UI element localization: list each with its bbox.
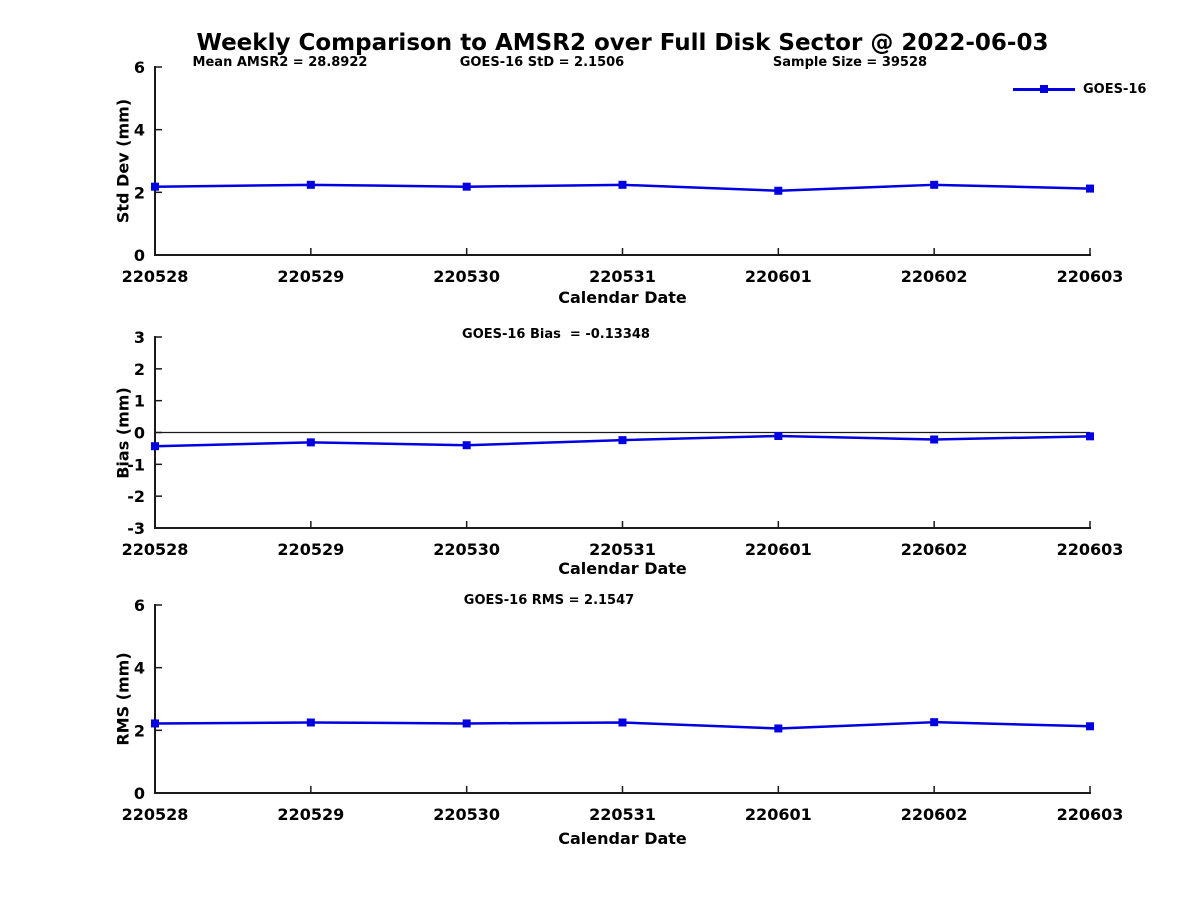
x-tick-label: 220602 <box>901 805 968 824</box>
y-tick-label: 0 <box>134 424 145 443</box>
annotation-goes16-bias: GOES-16 Bias = -0.13348 <box>462 327 650 342</box>
y-tick-label: 6 <box>134 58 145 77</box>
x-tick-label: 220602 <box>901 267 968 286</box>
y-tick-label: 0 <box>134 784 145 803</box>
data-marker-220530 <box>462 719 471 728</box>
xlabel-calendar-date-1: Calendar Date <box>558 288 687 307</box>
data-marker-220529 <box>306 718 315 727</box>
x-tick-label: 220531 <box>589 805 656 824</box>
x-tick-label: 220528 <box>122 267 189 286</box>
y-tick-label: 2 <box>134 721 145 740</box>
data-marker-220531 <box>618 718 627 727</box>
data-marker-220601 <box>774 186 783 195</box>
x-tick-label: 220528 <box>122 540 189 559</box>
x-tick-label: 220603 <box>1057 540 1124 559</box>
y-tick-label: -2 <box>127 487 145 506</box>
data-marker-220529 <box>306 180 315 189</box>
annotation-goes16-std: GOES-16 StD = 2.1506 <box>459 55 625 70</box>
y-tick-label: 2 <box>134 360 145 379</box>
y-tick-label: -1 <box>127 455 145 474</box>
x-tick-label: 220528 <box>122 805 189 824</box>
x-tick-label: 220531 <box>589 540 656 559</box>
legend: GOES-16 <box>1013 79 1146 99</box>
annotation-mean-amsr2: Mean AMSR2 = 28.8922 <box>192 55 368 70</box>
y-tick-label: 2 <box>134 183 145 202</box>
data-marker-220528 <box>151 719 159 728</box>
data-marker-220528 <box>151 182 159 191</box>
x-tick-label: 220603 <box>1057 267 1124 286</box>
data-marker-220530 <box>462 441 471 450</box>
annotation-sample-size: Sample Size = 39528 <box>772 55 928 70</box>
x-tick-label: 220601 <box>745 540 812 559</box>
xlabel-calendar-date-2: Calendar Date <box>558 559 687 578</box>
subplot-bias: -3 -2 -1 0 1 2 3 220528 220529 220530 220531 220601… <box>122 328 1124 559</box>
y-tick-label: 0 <box>134 246 145 265</box>
data-marker-220528 <box>151 442 159 451</box>
data-marker-220602 <box>930 435 939 444</box>
y-tick-label: 4 <box>134 121 145 140</box>
x-tick-label: 220603 <box>1057 805 1124 824</box>
x-tick-label: 220530 <box>433 267 500 286</box>
x-tick-label: 220530 <box>433 540 500 559</box>
subplot-rms: 0 2 4 6 220528 220529 220530 220531 220601 220602… <box>122 596 1124 824</box>
legend-label-goes16: GOES-16 <box>1083 81 1147 97</box>
data-marker-220601 <box>774 724 783 733</box>
x-tick-label: 220531 <box>589 267 656 286</box>
y-tick-label: 6 <box>134 596 145 615</box>
annotation-goes16-rms: GOES-16 RMS = 2.1547 <box>463 593 635 608</box>
data-marker-220603 <box>1086 722 1094 731</box>
data-marker-220603 <box>1086 184 1094 193</box>
data-marker-220602 <box>930 718 939 727</box>
xlabel-calendar-date-3: Calendar Date <box>558 829 687 848</box>
x-tick-label: 220602 <box>901 540 968 559</box>
y-tick-label: 3 <box>134 328 145 347</box>
x-tick-label: 220529 <box>277 805 344 824</box>
data-marker-220603 <box>1086 432 1094 441</box>
y-tick-label: 4 <box>134 659 145 678</box>
y-tick-label: 1 <box>134 392 145 411</box>
x-tick-label: 220601 <box>745 267 812 286</box>
data-marker-220531 <box>618 180 627 189</box>
figure-title: Weekly Comparison to AMSR2 over Full Dis… <box>196 30 1049 56</box>
data-marker-220601 <box>774 432 783 441</box>
data-marker-220531 <box>618 436 627 445</box>
data-marker-220529 <box>306 438 315 447</box>
legend-square-marker-icon <box>1040 85 1048 93</box>
data-marker-220602 <box>930 180 939 189</box>
x-tick-label: 220601 <box>745 805 812 824</box>
legend-line-sample <box>1013 85 1075 93</box>
subplot-std-dev: 0 2 4 6 220528 220529 220530 220531 220601 220602… <box>122 58 1124 286</box>
x-tick-label: 220529 <box>277 267 344 286</box>
x-tick-label: 220529 <box>277 540 344 559</box>
x-tick-label: 220530 <box>433 805 500 824</box>
data-marker-220530 <box>462 182 471 191</box>
y-tick-label: -3 <box>127 519 145 538</box>
